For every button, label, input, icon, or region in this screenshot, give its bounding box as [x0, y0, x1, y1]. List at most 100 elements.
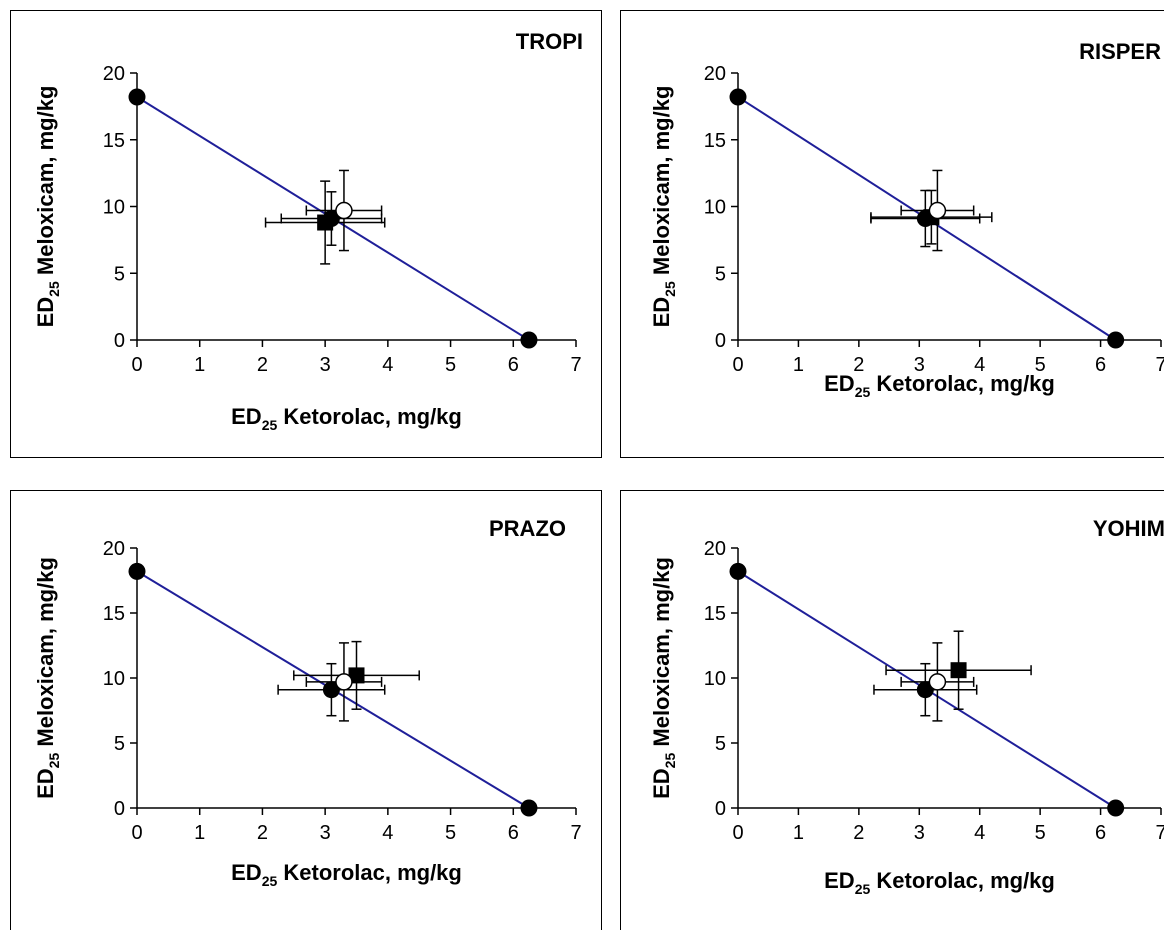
y-tick-label: 0	[715, 330, 726, 352]
y-tick-label: 0	[114, 798, 125, 820]
x-tick-label: 6	[508, 354, 519, 376]
y-axis-label-suffix: Meloxicam, mg/kg	[33, 86, 58, 282]
data-point-filled-circle	[1107, 799, 1125, 817]
y-tick-label: 20	[704, 538, 726, 560]
x-axis-label: ED25 Ketorolac, mg/kg	[824, 868, 1055, 897]
y-axis-label: ED25 Meloxicam, mg/kg	[33, 86, 62, 328]
y-axis-label-subscript: 25	[662, 281, 678, 297]
y-tick-label: 5	[114, 263, 125, 285]
data-point-open-circle	[928, 201, 947, 220]
x-tick-label: 7	[1155, 822, 1164, 844]
data-point-filled-circle	[729, 88, 747, 106]
data-point-open-circle	[335, 201, 353, 220]
x-tick-label: 7	[570, 822, 581, 844]
x-tick-label: 3	[320, 354, 331, 376]
y-tick-label: 15	[704, 130, 726, 152]
x-tick-label: 6	[1095, 822, 1106, 844]
data-point-filled-circle	[520, 799, 538, 817]
x-axis-label: ED25 Ketorolac, mg/kg	[231, 860, 462, 889]
y-tick-label: 15	[704, 603, 726, 625]
y-tick-label: 0	[715, 798, 726, 820]
x-axis-label: ED25 Ketorolac, mg/kg	[824, 371, 1055, 400]
y-tick-label: 0	[114, 330, 125, 352]
y-tick-label: 10	[704, 668, 726, 690]
data-point-filled-circle	[128, 562, 146, 580]
x-axis-label-subscript: 25	[855, 881, 871, 897]
y-axis-label-suffix: Meloxicam, mg/kg	[649, 86, 674, 282]
data-point-filled-circle	[1107, 331, 1125, 349]
y-axis-label-prefix: ED	[649, 768, 674, 799]
x-tick-label: 7	[1155, 354, 1164, 376]
x-axis-label-prefix: ED	[824, 868, 855, 893]
y-axis-label-subscript: 25	[46, 281, 62, 297]
x-tick-label: 3	[914, 822, 925, 844]
y-axis-label-subscript: 25	[46, 753, 62, 769]
data-point-filled-circle	[520, 331, 538, 349]
x-axis-label-subscript: 25	[262, 873, 278, 889]
data-point-open-circle	[928, 673, 947, 691]
y-tick-label: 20	[704, 63, 726, 85]
x-tick-label: 2	[257, 822, 268, 844]
x-tick-label: 4	[382, 354, 393, 376]
x-tick-label: 5	[445, 822, 456, 844]
y-axis-label-subscript: 25	[662, 753, 678, 769]
y-axis-label: ED25 Meloxicam, mg/kg	[649, 557, 678, 799]
x-tick-label: 1	[194, 354, 205, 376]
chart-title-prazo: PRAZO	[489, 516, 566, 541]
x-tick-label: 5	[1035, 354, 1046, 376]
x-tick-label: 0	[131, 354, 142, 376]
x-axis-label-prefix: ED	[231, 860, 262, 885]
x-tick-label: 4	[974, 354, 985, 376]
chart-panel-tropi: 0 5 10 15 20 0 1 2 3 4 5 6 7 ED25 Ketorolac, mg/kg ED2…	[10, 10, 602, 458]
x-axis-label: ED25 Ketorolac, mg/kg	[231, 404, 462, 433]
x-tick-label: 1	[793, 354, 804, 376]
x-tick-label: 3	[914, 354, 925, 376]
data-point-square	[950, 662, 967, 679]
data-point-square	[348, 667, 365, 684]
x-tick-label: 0	[732, 354, 743, 376]
x-tick-label: 1	[194, 822, 205, 844]
y-axis-label-prefix: ED	[33, 297, 58, 328]
x-axis-label-subscript: 25	[262, 417, 278, 433]
y-tick-label: 15	[103, 130, 125, 152]
chart-title-tropi: TROPI	[516, 29, 583, 54]
data-point-filled-circle	[729, 562, 747, 580]
x-tick-label: 6	[1095, 354, 1106, 376]
x-tick-label: 7	[570, 354, 581, 376]
x-axis-label-subscript: 25	[855, 384, 871, 400]
x-axis-label-suffix: Ketorolac, mg/kg	[870, 371, 1055, 396]
data-point-open-circle	[335, 673, 353, 691]
y-axis-label-suffix: Meloxicam, mg/kg	[649, 557, 674, 753]
x-tick-label: 6	[508, 822, 519, 844]
x-tick-label: 0	[131, 822, 142, 844]
x-tick-label: 5	[445, 354, 456, 376]
x-axis-label-suffix: Ketorolac, mg/kg	[277, 860, 462, 885]
y-axis-label: ED25 Meloxicam, mg/kg	[649, 86, 678, 328]
y-tick-label: 10	[704, 197, 726, 219]
chart-title-risper: RISPER	[1079, 39, 1161, 64]
y-tick-label: 10	[103, 668, 125, 690]
x-tick-label: 5	[1035, 822, 1046, 844]
x-axis-label-prefix: ED	[824, 371, 855, 396]
x-tick-label: 2	[853, 354, 864, 376]
x-tick-label: 2	[257, 354, 268, 376]
y-axis-label-prefix: ED	[649, 297, 674, 328]
x-tick-label: 4	[382, 822, 393, 844]
x-tick-label: 3	[320, 822, 331, 844]
y-tick-label: 20	[103, 538, 125, 560]
chart-panel-prazo: 0 5 10 15 20 0 1 2 3 4 5 6 7 ED25 Ketorolac, mg/kg ED2…	[10, 490, 602, 930]
data-point-filled-circle	[322, 681, 340, 699]
y-tick-label: 10	[103, 197, 125, 219]
x-tick-label: 4	[974, 822, 985, 844]
y-axis-label-suffix: Meloxicam, mg/kg	[33, 557, 58, 753]
y-axis-label-prefix: ED	[33, 768, 58, 799]
y-axis-label: ED25 Meloxicam, mg/kg	[33, 557, 62, 799]
x-tick-label: 2	[853, 822, 864, 844]
y-tick-label: 5	[715, 733, 726, 755]
x-tick-label: 0	[732, 822, 743, 844]
x-axis-label-suffix: Ketorolac, mg/kg	[277, 404, 462, 429]
